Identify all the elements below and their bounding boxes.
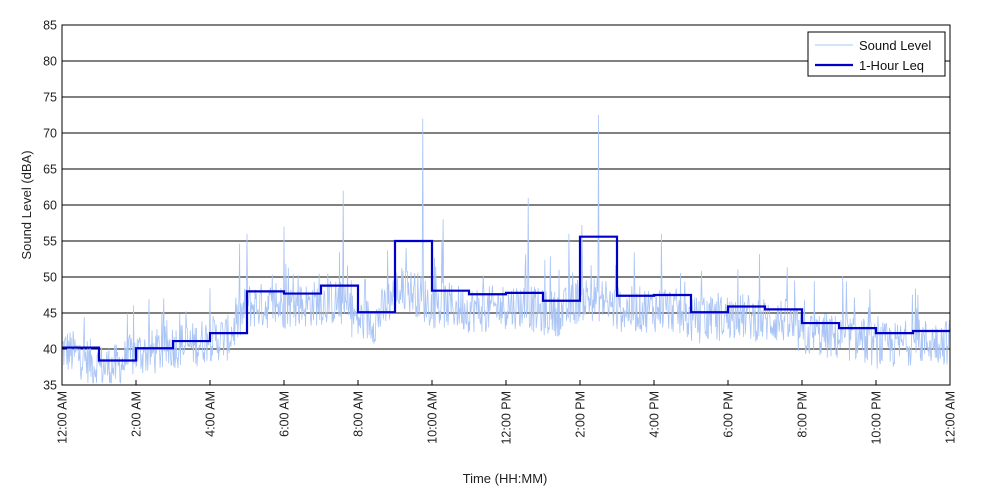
y-tick-label: 60 <box>43 199 57 213</box>
x-tick-label: 6:00 PM <box>722 391 736 438</box>
x-axis-ticks: 12:00 AM 2:00 AM 4:00 AM 6:00 AM 8:00 AM 10:0… <box>56 380 958 445</box>
x-tick-label: 8:00 AM <box>352 391 366 437</box>
x-tick-label: 12:00 AM <box>56 391 70 444</box>
sound-level-line <box>61 114 951 384</box>
leq-step-line <box>62 235 950 362</box>
y-tick-label: 80 <box>43 55 57 69</box>
x-tick-label: 8:00 PM <box>796 391 810 438</box>
y-tick-label: 85 <box>43 19 57 33</box>
y-tick-label: 50 <box>43 271 57 285</box>
x-tick-label: 10:00 AM <box>426 391 440 444</box>
x-tick-label: 6:00 AM <box>278 391 292 437</box>
y-tick-label: 55 <box>43 235 57 249</box>
x-tick-label: 4:00 PM <box>648 391 662 438</box>
y-tick-label: 35 <box>43 379 57 393</box>
sound-level-series <box>61 114 951 384</box>
legend-label-sound-level: Sound Level <box>859 38 931 53</box>
x-axis-title: Time (HH:MM) <box>463 471 548 486</box>
legend-box <box>807 31 946 77</box>
y-axis-title: Sound Level (dBA) <box>19 150 34 259</box>
x-tick-label: 10:00 PM <box>870 391 884 445</box>
x-tick-label: 12:00 AM <box>944 391 958 444</box>
y-tick-label: 45 <box>43 307 57 321</box>
y-tick-label: 75 <box>43 91 57 105</box>
y-tick-label: 70 <box>43 127 57 141</box>
x-tick-label: 2:00 AM <box>130 391 144 437</box>
y-axis-ticks: 35 40 45 50 55 60 65 70 75 80 85 <box>43 19 67 393</box>
x-tick-label: 4:00 AM <box>204 391 218 437</box>
x-tick-label: 12:00 PM <box>500 391 514 445</box>
x-tick-label: 2:00 PM <box>574 391 588 438</box>
y-tick-label: 40 <box>43 343 57 357</box>
legend: Sound Level 1-Hour Leq <box>807 31 946 77</box>
legend-label-leq: 1-Hour Leq <box>859 58 924 73</box>
leq-series <box>62 235 950 362</box>
y-tick-label: 65 <box>43 163 57 177</box>
